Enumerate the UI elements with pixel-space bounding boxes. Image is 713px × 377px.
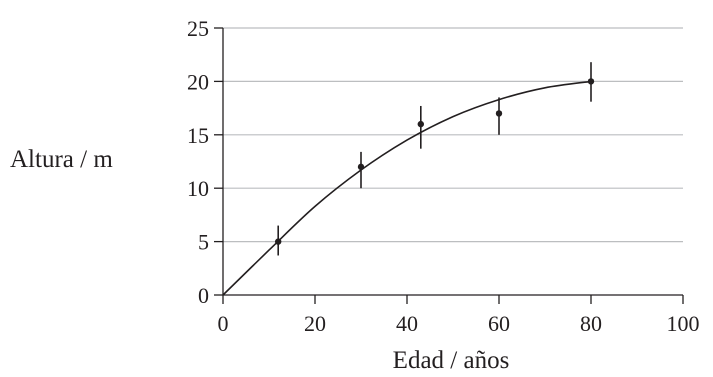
axes bbox=[214, 27, 684, 304]
gridlines bbox=[223, 27, 683, 243]
tick-labels: 0 5 10 15 20 25 0 20 40 60 80 100 bbox=[187, 16, 700, 336]
y-tick-label: 5 bbox=[198, 230, 209, 255]
y-axis-label: Altura / m bbox=[10, 146, 113, 173]
y-tick-label: 0 bbox=[198, 283, 209, 308]
x-tick-label: 60 bbox=[488, 311, 510, 336]
data-point bbox=[417, 120, 424, 128]
data-point bbox=[495, 110, 503, 117]
data-point bbox=[357, 163, 365, 171]
y-tick-label: 20 bbox=[187, 69, 209, 94]
y-tick-label: 15 bbox=[187, 123, 209, 148]
x-tick-label: 40 bbox=[396, 311, 418, 336]
data-points bbox=[275, 62, 595, 256]
x-tick-label: 100 bbox=[667, 311, 700, 336]
y-tick-label: 10 bbox=[187, 176, 209, 201]
x-tick-label: 80 bbox=[580, 311, 602, 336]
x-axis-label: Edad / años bbox=[393, 347, 510, 374]
data-point bbox=[275, 238, 282, 245]
data-point bbox=[587, 78, 595, 85]
x-tick-label: 20 bbox=[304, 311, 326, 336]
y-tick-label: 25 bbox=[187, 16, 209, 41]
x-tick-label: 0 bbox=[218, 311, 229, 336]
